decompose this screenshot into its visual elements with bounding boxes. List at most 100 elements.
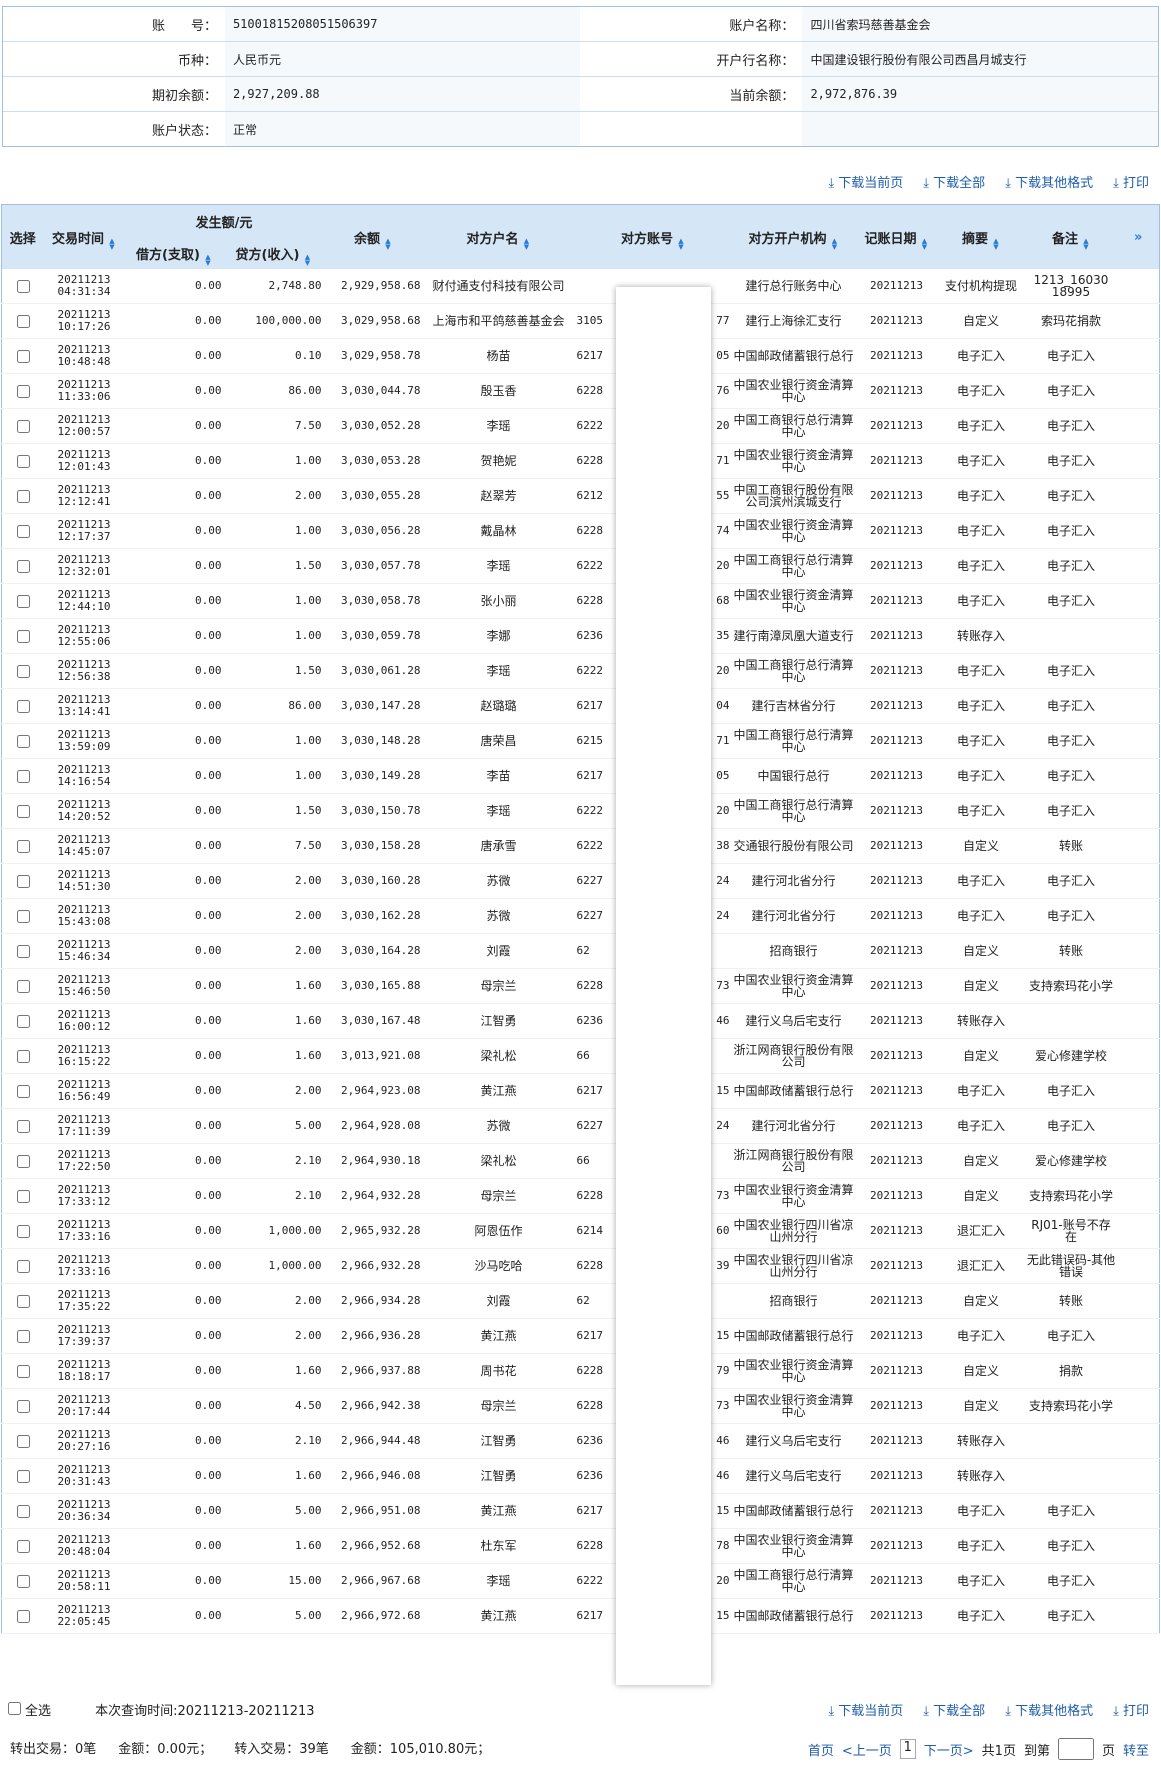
checkbox[interactable] [16,1469,30,1483]
time-cell: 20211213 10:17:26 [43,303,125,339]
date: 20211213 [57,1498,111,1511]
link[interactable]: 转至 [1122,1743,1149,1759]
spacer [1117,1318,1160,1354]
credit: 2.00 [223,898,324,934]
checkbox[interactable] [16,1084,30,1098]
row: 20211213 15:46:50 0.00 1.60 3,030,165.88 母宗兰 6… [1,968,1160,1004]
date: 20211213 [57,973,111,986]
toolbar-link[interactable]: 下载其他格式 [1005,172,1093,191]
select-cell [1,478,44,514]
checkbox[interactable] [16,279,30,293]
checkbox[interactable] [16,1189,30,1203]
header[interactable]: 对方账号 [574,204,732,269]
checkbox[interactable] [16,1504,30,1518]
checkbox[interactable] [16,1119,30,1133]
checkbox[interactable] [16,489,30,503]
row: 20211213 16:56:49 0.00 2.00 2,964,923.08 黄江燕 6… [1,1073,1160,1109]
checkbox[interactable] [16,1539,30,1553]
checkbox[interactable] [16,839,30,853]
checkbox[interactable] [16,1434,30,1448]
counterparty-name: 阿恩伍作 [422,1213,575,1249]
more-arrow[interactable]: » [1117,204,1160,269]
select-all[interactable]: 全选 [8,1702,51,1719]
credit: 1.60 [223,1038,324,1074]
checkbox[interactable] [16,384,30,398]
account: 66 [577,1155,730,1167]
checkbox[interactable] [16,559,30,573]
checkbox[interactable] [16,874,30,888]
checkbox[interactable] [16,979,30,993]
time-cell: 20211213 20:58:11 [43,1563,125,1599]
page-input[interactable] [1057,1738,1094,1760]
credit: 100,000.00 [223,303,324,339]
summary: 电子汇入 [937,898,1025,934]
toolbar-link[interactable]: 下载全部 [923,172,985,191]
bank: 招商银行 [731,1283,856,1319]
select-cell [1,758,44,794]
select-cell [1,1423,44,1459]
balance: 3,030,162.28 [323,898,423,934]
spacer [1117,1213,1160,1249]
checkbox[interactable] [16,349,30,363]
checkbox[interactable] [16,944,30,958]
toolbar-link[interactable]: 下载当前页 [828,172,903,191]
checkbox[interactable] [16,734,30,748]
header[interactable]: 交易时间 [43,204,125,269]
toolbar-link[interactable]: 打印 [1113,1700,1149,1719]
checkbox[interactable] [16,804,30,818]
checkbox[interactable] [16,1259,30,1273]
spacer [1117,269,1160,304]
note: 电子汇入 [1024,513,1118,549]
header[interactable]: 余额 [323,204,423,269]
checkbox[interactable] [16,1294,30,1308]
toolbar-link[interactable]: 下载全部 [923,1700,985,1719]
toolbar-link[interactable]: 下载当前页 [828,1700,903,1719]
checkbox[interactable] [16,699,30,713]
header[interactable]: 借方(支取) [124,237,224,269]
checkbox[interactable] [16,1574,30,1588]
checkbox[interactable] [16,314,30,328]
header[interactable]: 贷方(收入) [223,237,324,269]
select-cell [1,1493,44,1529]
checkbox[interactable] [16,1049,30,1063]
debit: 0.00 [124,443,224,479]
transactions: 选择交易时间发生额/元余额对方户名对方账号对方开户机构记账日期摘要备注» 借方(… [1,204,1160,1634]
checkbox[interactable] [16,419,30,433]
checkbox[interactable] [16,664,30,678]
note: 电子汇入 [1024,863,1118,899]
header[interactable]: 备注 [1024,204,1118,269]
checkbox[interactable] [16,1154,30,1168]
checkbox[interactable] [16,1399,30,1413]
checkbox[interactable] [8,1702,21,1715]
toolbar-link[interactable]: 下载其他格式 [1005,1700,1093,1719]
checkbox[interactable] [16,909,30,923]
checkbox[interactable] [16,1364,30,1378]
checkbox[interactable] [16,524,30,538]
header[interactable]: 对方开户机构 [731,204,856,269]
book-date: 20211213 [855,793,938,829]
select-cell [1,1458,44,1494]
link[interactable]: <上一页 [841,1743,892,1759]
checkbox[interactable] [16,1014,30,1028]
select-cell [1,338,44,374]
checkbox[interactable] [16,1329,30,1343]
toolbar-link[interactable]: 打印 [1113,172,1149,191]
checkbox[interactable] [16,1609,30,1623]
header[interactable]: 记账日期 [855,204,938,269]
time: 13:14:41 [57,705,111,718]
account: 6212 55 [577,490,730,502]
link[interactable]: 首页 [807,1743,834,1759]
time: 17:39:37 [57,1335,111,1348]
time-cell: 20211213 12:44:10 [43,583,125,619]
checkbox[interactable] [16,629,30,643]
header[interactable]: 对方户名 [422,204,575,269]
checkbox[interactable] [16,594,30,608]
link[interactable]: 下一页> [923,1743,974,1759]
checkbox[interactable] [16,1224,30,1238]
checkbox[interactable] [16,769,30,783]
book-date: 20211213 [855,1598,938,1634]
spacer [1117,1528,1160,1564]
select-cell [1,1528,44,1564]
checkbox[interactable] [16,454,30,468]
header[interactable]: 摘要 [937,204,1025,269]
